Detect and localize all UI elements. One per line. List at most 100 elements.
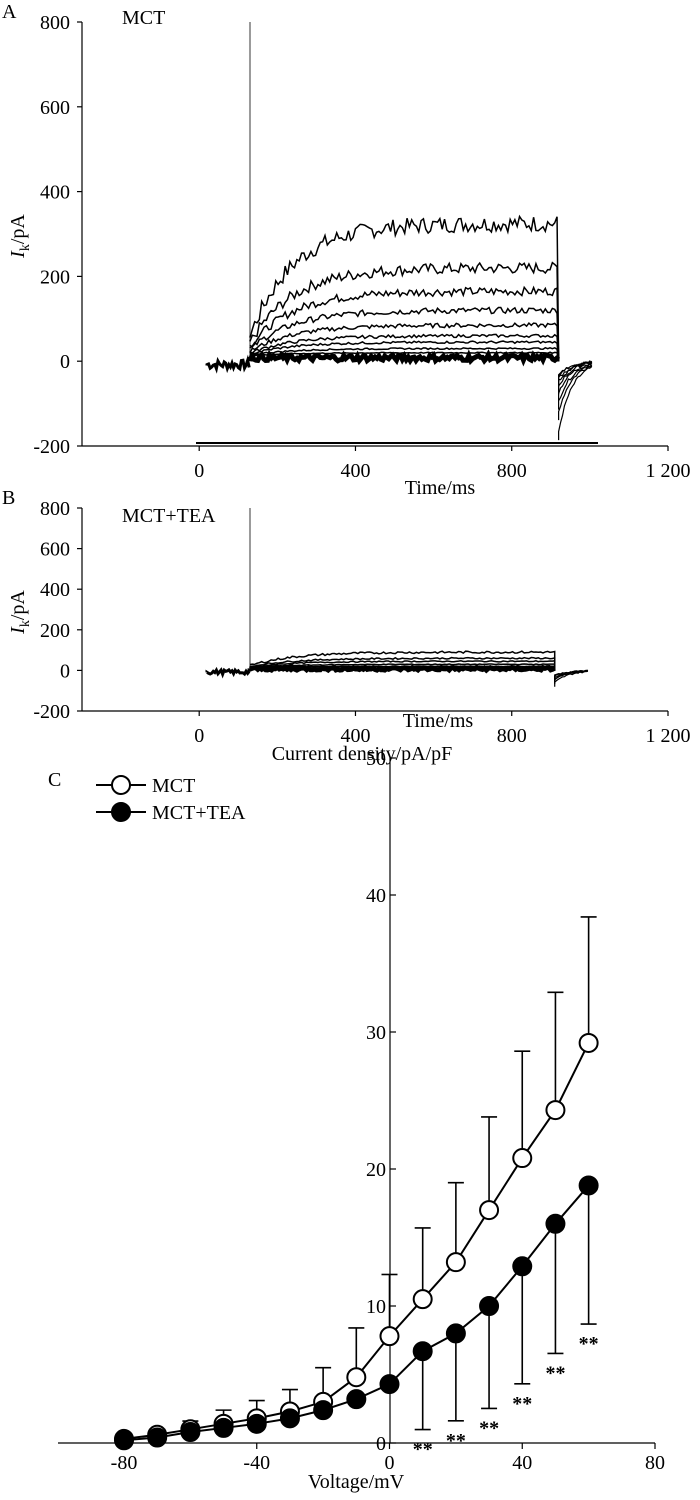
point-mct [412,1289,433,1310]
panel-c-title: Current density/pA/pF [272,743,453,765]
panel-c-x-tick-label: -80 [111,1452,138,1474]
panel-b-x-tick-label: 0 [194,725,204,747]
panel-c-y-tick-label: 0 [376,1433,386,1455]
panel-a-y-tick-label: -200 [33,436,70,458]
panel-b-x-label: Time/ms [403,710,474,732]
panel-b-y-tick-label: -200 [33,701,70,723]
svg-text:Ik/pA: Ik/pA [7,214,33,259]
holding-baseline [205,666,251,679]
panel-b-y-ticks: -200 0 200 400 600 800 [33,498,82,723]
panel-b-x-tick-label: 1 200 [646,725,691,747]
svg-text:Ik/pA: Ik/pA [7,590,33,635]
panel-c-y-tick-label: 20 [366,1159,386,1181]
panel-a-x-tick-label: 400 [340,460,370,482]
panel-b-x-tick-label: 400 [340,725,370,747]
current-trace [249,656,556,671]
panel-b-y-label: Ik/pA [7,590,33,635]
tail-current [558,360,593,382]
panel-c-y-tick-label: 40 [366,885,386,907]
panel-a-x-tick-label: 0 [194,460,204,482]
legend-mct-marker [111,775,131,795]
panel-c-y-tick-label: 30 [366,1022,386,1044]
point-mct-tea [279,1408,300,1429]
panel-b-x-tick-label: 800 [497,725,527,747]
current-trace [249,333,560,362]
current-trace [249,261,560,362]
point-mct-tea [412,1341,433,1362]
point-mct-tea [479,1296,500,1316]
point-mct-tea [346,1389,367,1410]
panel-a-y-tick-label: 200 [40,266,70,288]
current-trace [249,214,560,362]
significance-marker: ** [479,1417,499,1439]
point-mct [512,1148,533,1169]
panel-b-letter: B [2,487,15,509]
panel-b-y-label-main: I [7,626,29,635]
point-mct [479,1200,500,1221]
panel-a-y-label-unit: /pA [7,214,29,245]
panel-a-letter: A [2,1,17,23]
panel-c-y-tick-label: 50 [366,748,386,770]
panel-a-y-ticks: -200 0 200 400 600 800 [33,12,82,458]
point-mct [346,1367,367,1388]
panel-c-legend: MCT MCT+TEA [96,775,246,824]
panel-b-y-tick-label: 800 [40,498,70,520]
current-trace [249,659,556,671]
panel-a-y-tick-label: 400 [40,182,70,204]
tail-current [558,365,593,421]
current-trace [249,346,560,362]
tail-current [558,364,593,410]
point-mct-tea [445,1323,466,1344]
panel-b-y-tick-label: 400 [40,579,70,601]
point-mct [578,1032,599,1053]
panel-c-x-tick-label: -40 [243,1452,270,1474]
tail-current [554,670,589,680]
panel-c-x-tick-label: 80 [645,1452,665,1474]
point-mct-tea [180,1422,201,1443]
panel-c-x-tick-label: 0 [385,1452,395,1474]
point-mct-tea [379,1374,400,1395]
panel-c-letter: C [48,769,61,791]
current-trace [249,306,560,362]
legend-mct-label: MCT [152,775,195,797]
step-band [247,349,561,367]
panel-a-y-tick-label: 800 [40,12,70,34]
panel-a-y-label-sub: k [18,244,33,251]
point-mct-tea [545,1213,566,1234]
current-trace [249,285,560,362]
panel-a-y-tick-label: 600 [40,97,70,119]
point-mct-tea [512,1256,533,1277]
panel-c-points [114,1032,599,1451]
panel-a-x-ticks: 0 400 800 1 200 [194,446,691,482]
point-mct-tea [114,1430,134,1451]
panel-a-traces [196,22,598,444]
panel-b-y-label-unit: /pA [7,590,29,621]
point-mct-tea [246,1413,267,1434]
panel-b-y-tick-label: 0 [60,660,70,682]
panel-c-y-ticks: 0 10 20 30 40 50 [366,748,396,1455]
panel-c-x-ticks: -80 -40 0 40 80 [111,1443,665,1474]
panel-a-x-tick-label: 800 [497,460,527,482]
panel-a-y-tick-label: 0 [60,351,70,373]
panel-c-significance: ** ** ** ** ** ** [413,1333,599,1460]
legend-mct-tea-label: MCT+TEA [152,802,246,824]
point-mct [379,1326,400,1347]
tail-current [558,362,593,395]
point-mct-tea [578,1175,599,1196]
panel-a-x-label: Time/ms [405,477,476,499]
panel-b: B MCT+TEA -200 0 200 400 600 800 0 400 800 1 200… [2,487,691,747]
current-trace [249,663,556,671]
point-mct-tea [147,1427,168,1448]
current-trace [249,321,560,362]
point-mct-tea [213,1417,234,1438]
panel-b-traces [205,508,589,687]
point-mct [445,1252,466,1273]
legend-mct-tea-marker [111,802,131,822]
significance-marker: ** [512,1393,532,1415]
panel-a-x-tick-label: 1 200 [646,460,691,482]
panel-a-y-label-main: I [7,250,29,259]
significance-marker: ** [413,1439,433,1461]
point-mct-tea [313,1400,334,1421]
